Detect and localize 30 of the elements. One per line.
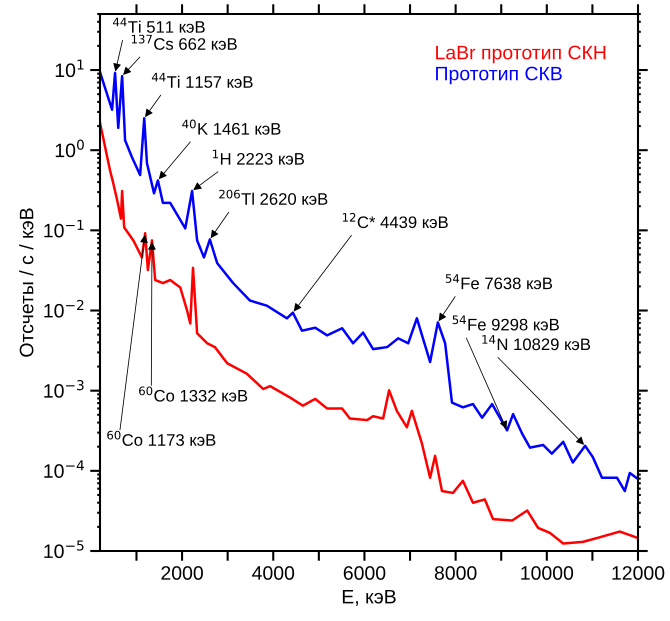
annotation: $^{44}$Ti 511 кэВ — [113, 18, 205, 33]
x-tick-label: 2000 — [161, 566, 203, 580]
y-tick-label: 10$^{−2}$ — [44, 300, 84, 318]
annotation: $^{40}$K 1461 кэВ — [182, 120, 280, 135]
text: LaBr прототип СКН — [436, 46, 606, 64]
y-tick-label: 10$^{−1}$ — [44, 220, 84, 238]
annotation: $^{137}$Cs 662 кэВ — [132, 34, 237, 50]
annotation: $^{206}$Tl 2620 кэВ — [219, 190, 328, 205]
y-tick-label: 10$^{0}$ — [56, 140, 84, 158]
annotation: $^{60}$Co 1332 кэВ — [139, 386, 248, 402]
x-tick-label: 10000 — [521, 566, 574, 580]
y-tick-label: 10$^{1}$ — [56, 60, 84, 78]
text: Прототип СКВ — [436, 66, 562, 84]
x-tick-label: 6000 — [344, 566, 386, 580]
x-tick-label: 4000 — [252, 566, 294, 580]
annotation: $^{60}$Co 1173 кэВ — [107, 430, 216, 446]
annotation: $^{54}$Fe 9298 кэВ — [452, 315, 559, 331]
annotation: $^{54}$Fe 7638 кэВ — [446, 274, 552, 290]
annotation: $^{12}$C* 4439 кэВ — [342, 212, 448, 228]
line-series — [100, 121, 638, 545]
annotation: $^{1}$H 2223 кэВ — [212, 150, 304, 165]
y-axis-title: Отсчеты / с / кэВ — [19, 208, 34, 357]
annotation: $^{44}$Ti 1157 кэВ — [152, 72, 253, 88]
x-axis-title: E, кэВ — [342, 590, 396, 606]
y-tick-label: 10$^{−4}$ — [44, 460, 84, 478]
y-tick-label: 10$^{−3}$ — [44, 380, 84, 398]
x-tick-label: 12000 — [612, 566, 664, 580]
y-tick-label: 10$^{−5}$ — [44, 540, 84, 558]
annotation: $^{14}$N 10829 кэВ — [482, 335, 590, 350]
x-tick-label: 8000 — [434, 566, 476, 580]
